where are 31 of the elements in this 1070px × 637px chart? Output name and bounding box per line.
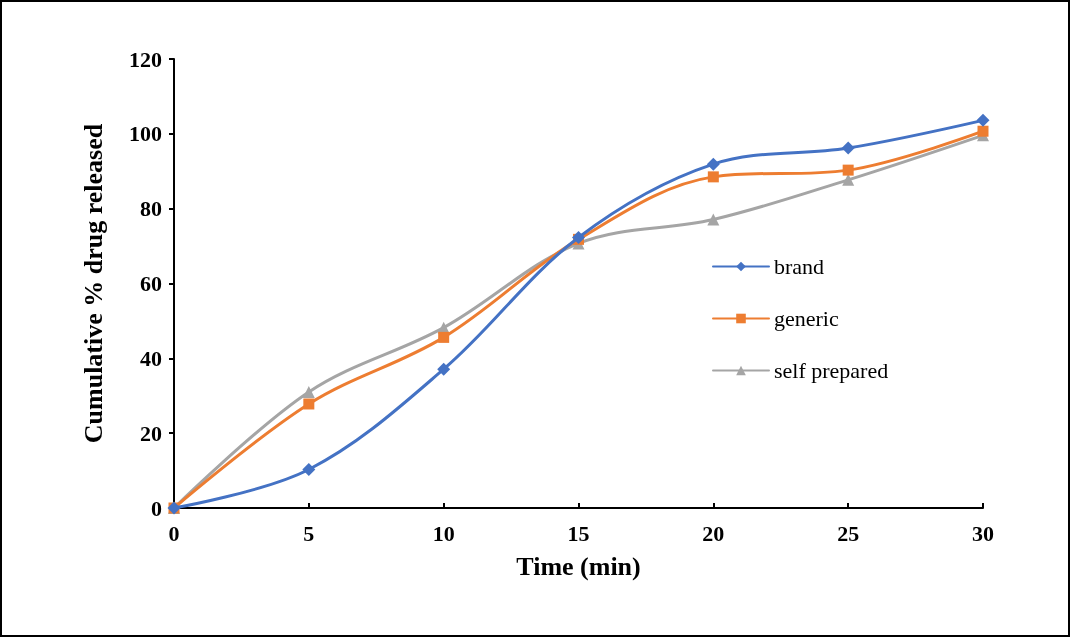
legend-label: brand <box>774 254 825 279</box>
point <box>706 157 720 171</box>
x-tick-label: 15 <box>567 520 590 546</box>
y-axis-title: Cumulative % drug released <box>78 123 108 444</box>
point <box>437 362 451 376</box>
legend-label: self prepared <box>774 358 889 383</box>
y-tick-label: 80 <box>140 196 162 222</box>
x-axis-title: Time (min) <box>516 551 641 581</box>
point <box>976 113 990 127</box>
x-tick-label: 25 <box>837 520 860 546</box>
x-tick-label: 5 <box>303 520 315 546</box>
point <box>842 164 854 176</box>
point <box>302 462 316 476</box>
point <box>707 171 719 183</box>
point <box>302 386 315 399</box>
x-tick-label: 30 <box>972 520 994 546</box>
y-tick-label: 100 <box>129 121 162 147</box>
point <box>977 125 989 137</box>
point <box>841 141 855 155</box>
x-tick-label: 20 <box>702 520 725 546</box>
x-tick-label: 10 <box>432 520 455 546</box>
y-tick-label: 120 <box>129 46 162 72</box>
x-tick-label: 0 <box>168 520 180 546</box>
legend-label: generic <box>774 306 839 331</box>
point <box>707 213 720 226</box>
y-tick-label: 40 <box>140 345 162 371</box>
y-tick-label: 0 <box>151 495 162 521</box>
point <box>303 398 315 410</box>
point <box>438 331 450 343</box>
y-tick-label: 20 <box>140 420 162 446</box>
y-tick-label: 60 <box>140 271 162 296</box>
